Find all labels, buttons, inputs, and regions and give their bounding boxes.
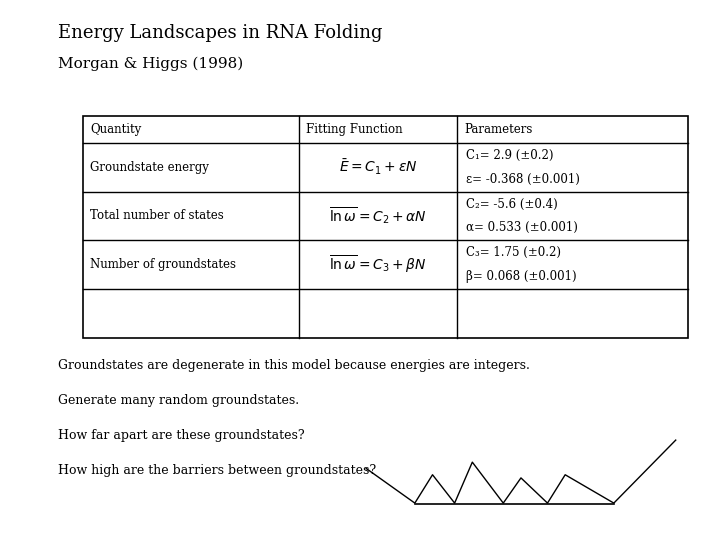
- Text: Energy Landscapes in RNA Folding: Energy Landscapes in RNA Folding: [58, 24, 382, 42]
- Text: C₁= 2.9 (±0.2): C₁= 2.9 (±0.2): [466, 149, 554, 162]
- Text: Groundstates are degenerate in this model because energies are integers.: Groundstates are degenerate in this mode…: [58, 359, 529, 372]
- Text: ε= -0.368 (±0.001): ε= -0.368 (±0.001): [466, 173, 580, 186]
- Text: β= 0.068 (±0.001): β= 0.068 (±0.001): [466, 270, 577, 283]
- Text: α= 0.533 (±0.001): α= 0.533 (±0.001): [466, 221, 577, 234]
- Text: $\overline{\ln\omega} = C_2 + \alpha N$: $\overline{\ln\omega} = C_2 + \alpha N$: [329, 206, 427, 226]
- Text: How far apart are these groundstates?: How far apart are these groundstates?: [58, 429, 305, 442]
- Text: Quantity: Quantity: [90, 123, 141, 136]
- Text: $\bar{E} = C_1 + \varepsilon N$: $\bar{E} = C_1 + \varepsilon N$: [338, 158, 418, 177]
- Text: Parameters: Parameters: [464, 123, 533, 136]
- Text: Groundstate energy: Groundstate energy: [90, 161, 209, 174]
- Text: Total number of states: Total number of states: [90, 210, 224, 222]
- Text: $\overline{\ln\omega} = C_3 + \beta N$: $\overline{\ln\omega} = C_3 + \beta N$: [329, 254, 427, 275]
- Text: Number of groundstates: Number of groundstates: [90, 258, 236, 271]
- Text: Morgan & Higgs (1998): Morgan & Higgs (1998): [58, 57, 243, 71]
- Text: Generate many random groundstates.: Generate many random groundstates.: [58, 394, 299, 407]
- Text: C₂= -5.6 (±0.4): C₂= -5.6 (±0.4): [466, 198, 557, 211]
- Text: How high are the barriers between groundstates?: How high are the barriers between ground…: [58, 464, 376, 477]
- Bar: [83, 116, 688, 338]
- Text: Fitting Function: Fitting Function: [306, 123, 402, 136]
- Text: C₃= 1.75 (±0.2): C₃= 1.75 (±0.2): [466, 246, 561, 259]
